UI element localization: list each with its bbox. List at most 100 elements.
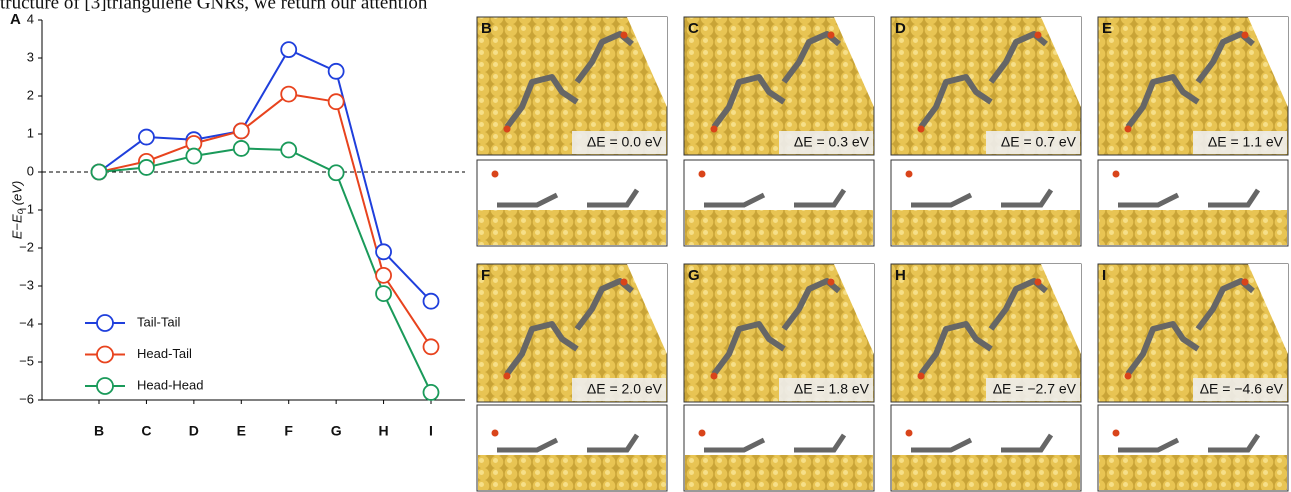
energy-box	[1193, 378, 1287, 401]
y-tick-label: −5	[19, 353, 34, 368]
gold-slab	[892, 210, 1080, 245]
panel-label: I	[1102, 267, 1106, 284]
background-wedge	[1041, 17, 1081, 107]
molecule	[1125, 321, 1200, 376]
data-point	[138, 128, 155, 146]
y-tick-label: 1	[27, 125, 34, 140]
data-point	[375, 266, 392, 284]
atom	[827, 31, 835, 39]
gold-slab	[685, 210, 873, 245]
atom	[905, 429, 913, 437]
legend-label: Head-Tail	[137, 346, 192, 361]
gold-slab	[478, 210, 666, 245]
y-tick-label: −1	[19, 201, 34, 216]
legend-label: Head-Head	[137, 377, 204, 392]
background-wedge	[1248, 17, 1288, 107]
energy-label: ΔE = 1.8 eV	[794, 381, 870, 397]
molecule-side	[497, 188, 640, 208]
series-line	[98, 93, 432, 348]
y-axis-label: E−E₀ (eV)	[9, 181, 24, 240]
data-point	[422, 292, 440, 310]
gold-slab	[478, 455, 666, 490]
molecule	[711, 74, 786, 129]
x-tick-label: C	[141, 423, 151, 439]
atom	[1124, 125, 1132, 133]
atom	[491, 429, 499, 437]
panel-label: B	[481, 20, 492, 37]
molecule	[711, 321, 786, 376]
legend-marker	[96, 377, 114, 395]
y-tick-label: −6	[19, 391, 34, 406]
energy-label: ΔE = 2.0 eV	[587, 381, 663, 397]
atom	[1124, 372, 1132, 380]
atom	[710, 372, 718, 380]
atom	[917, 125, 925, 133]
data-point	[280, 85, 298, 103]
atom	[503, 125, 511, 133]
x-tick-label: E	[237, 423, 246, 439]
x-tick-label: B	[94, 423, 104, 439]
molecule-side	[1118, 433, 1261, 453]
x-tick-label: H	[379, 423, 389, 439]
gold-slab	[685, 455, 873, 490]
atom	[698, 429, 706, 437]
energy-box	[572, 131, 666, 154]
panel-label: E	[1102, 20, 1112, 37]
data-point	[327, 164, 345, 182]
molecule	[504, 74, 579, 129]
energy-label: ΔE = −2.7 eV	[993, 381, 1077, 397]
energy-label: ΔE = 0.3 eV	[794, 134, 870, 150]
y-tick-label: 3	[27, 49, 34, 64]
data-point	[232, 122, 250, 140]
y-tick-label: 2	[27, 87, 34, 102]
atom	[503, 372, 511, 380]
background-wedge	[1041, 264, 1081, 354]
molecule-side	[704, 433, 847, 453]
data-point	[280, 41, 298, 59]
atom	[620, 31, 628, 39]
molecule	[1125, 74, 1200, 129]
molecule-side	[497, 433, 640, 453]
background-wedge	[834, 264, 874, 354]
y-tick-label: 0	[27, 163, 34, 178]
energy-label: ΔE = 0.0 eV	[587, 134, 663, 150]
molecule	[504, 321, 579, 376]
atom	[917, 372, 925, 380]
x-tick-label: D	[189, 423, 199, 439]
data-point	[375, 285, 392, 303]
molecule-side	[704, 188, 847, 208]
atom	[905, 170, 913, 178]
panel-label: D	[895, 20, 906, 37]
energy-box	[779, 378, 873, 401]
panel-label: A	[10, 11, 21, 28]
data-point	[327, 62, 345, 80]
y-tick-label: 4	[27, 11, 34, 26]
energy-label: ΔE = 0.7 eV	[1001, 134, 1077, 150]
y-tick-label: −3	[19, 277, 34, 292]
panel-label: G	[688, 267, 700, 284]
legend-marker	[96, 314, 114, 332]
atom	[620, 278, 628, 286]
data-point	[422, 338, 440, 356]
data-point	[90, 163, 108, 181]
molecule	[918, 321, 993, 376]
atom	[1034, 31, 1042, 39]
data-point	[327, 93, 345, 111]
x-tick-label: F	[284, 423, 293, 439]
header-text: tructure of [3]triangulene GNRs, we retu…	[0, 0, 428, 13]
energy-box	[779, 131, 873, 154]
molecule-side	[911, 433, 1054, 453]
atom	[827, 278, 835, 286]
molecule	[918, 74, 993, 129]
molecule-side	[1118, 188, 1261, 208]
atom	[1112, 170, 1120, 178]
panel-label: F	[481, 267, 490, 284]
background-wedge	[834, 17, 874, 107]
data-point	[375, 243, 392, 261]
x-tick-label: G	[331, 423, 342, 439]
background-wedge	[627, 264, 667, 354]
gold-slab	[1099, 455, 1287, 490]
gold-slab	[892, 455, 1080, 490]
atom	[698, 170, 706, 178]
